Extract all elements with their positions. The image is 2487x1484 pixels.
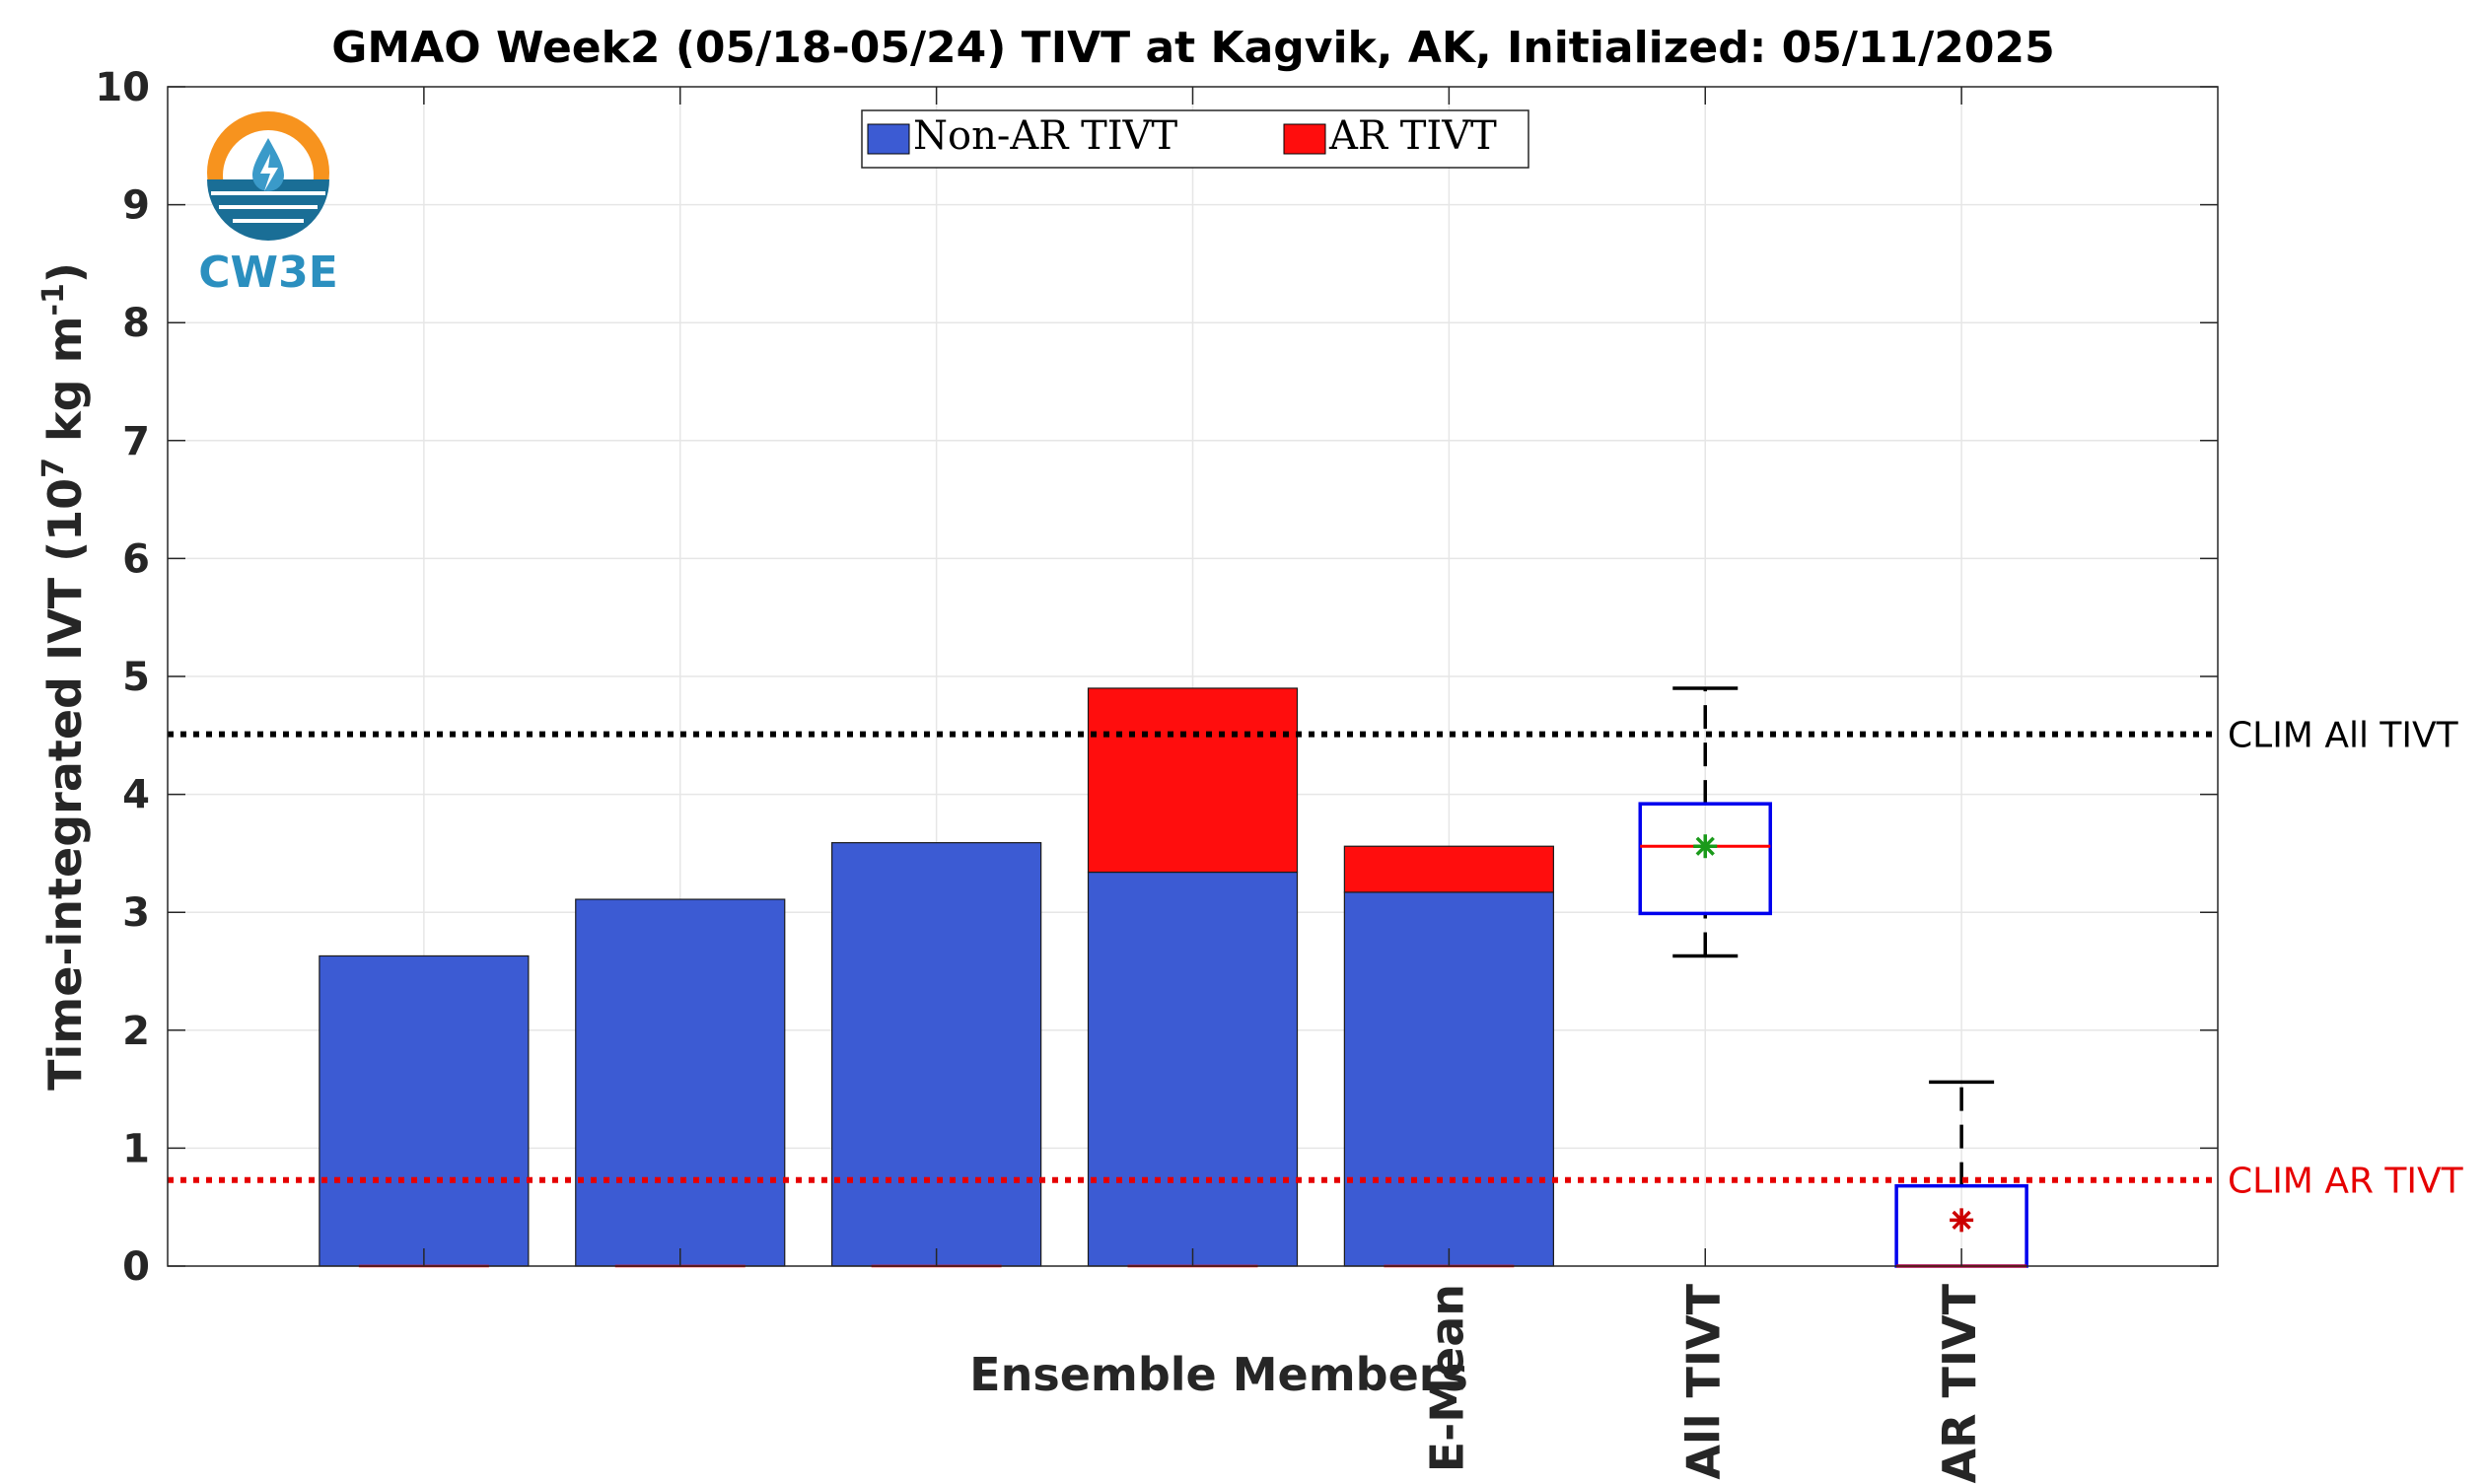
bar-ar [1343,845,1554,893]
y-tick-label: 8 [122,301,150,346]
y-tick-label: 4 [122,773,150,818]
y-tick-label: 5 [122,655,150,700]
bar-non-ar [1343,891,1554,1267]
reference-label: CLIM AR TIVT [2228,1162,2464,1202]
legend-swatch-ar [1283,123,1326,155]
bar-non-ar [319,954,530,1267]
bar-non-ar [831,842,1042,1267]
cw3e-logo: CW3E [198,111,338,298]
y-tick-label: 0 [122,1244,150,1290]
y-ticks-group: 0 1 2 3 4 5 6 7 8 9 10 [95,65,2218,1290]
x-ticks-group: E-Mean All TIVT AR TIVT [423,87,1986,1484]
logo-bolt-icon [260,154,278,191]
box [1638,802,1772,916]
x-tick-label: AR TIVT [1933,1283,1986,1483]
y-tick-label: 7 [122,419,150,464]
logo-wave-lines [211,191,325,223]
y-tick-label: 9 [122,183,150,229]
legend-swatch-non-ar [867,123,910,155]
bar-non-ar [1087,871,1299,1267]
x-tick-label: E-Mean [1420,1284,1473,1472]
mean-marker [1695,836,1715,856]
legend-label-ar: AR TIVT [1328,113,1497,159]
y-axis-label: Time-integrated IVT (107 kg m-1) [36,262,92,1091]
legend-box [861,109,1529,169]
x-axis-label: Ensemble Members [969,1348,1468,1401]
legend: Non-AR TIVT AR TIVT [861,109,1529,169]
chart-title: GMAO Week2 (05/18-05/24) TIVT at Kagvik,… [331,23,2054,73]
y-tick-label: 10 [95,65,150,110]
y-tick-label: 6 [122,536,150,582]
mean-marker [1952,1210,1971,1230]
bar-ar [1087,687,1299,874]
logo-text: CW3E [198,247,338,298]
reference-lines-group: CLIM All TIVT CLIM AR TIVT [168,716,2464,1202]
y-tick-label: 1 [122,1126,150,1171]
bar-non-ar [575,898,786,1267]
bars-group [319,687,1554,1268]
y-tick-label: 3 [122,890,150,936]
legend-label-non-ar: Non-AR TIVT [913,113,1177,159]
x-tick-label: All TIVT [1676,1283,1730,1479]
y-tick-label: 2 [122,1009,150,1054]
reference-label: CLIM All TIVT [2228,716,2459,756]
